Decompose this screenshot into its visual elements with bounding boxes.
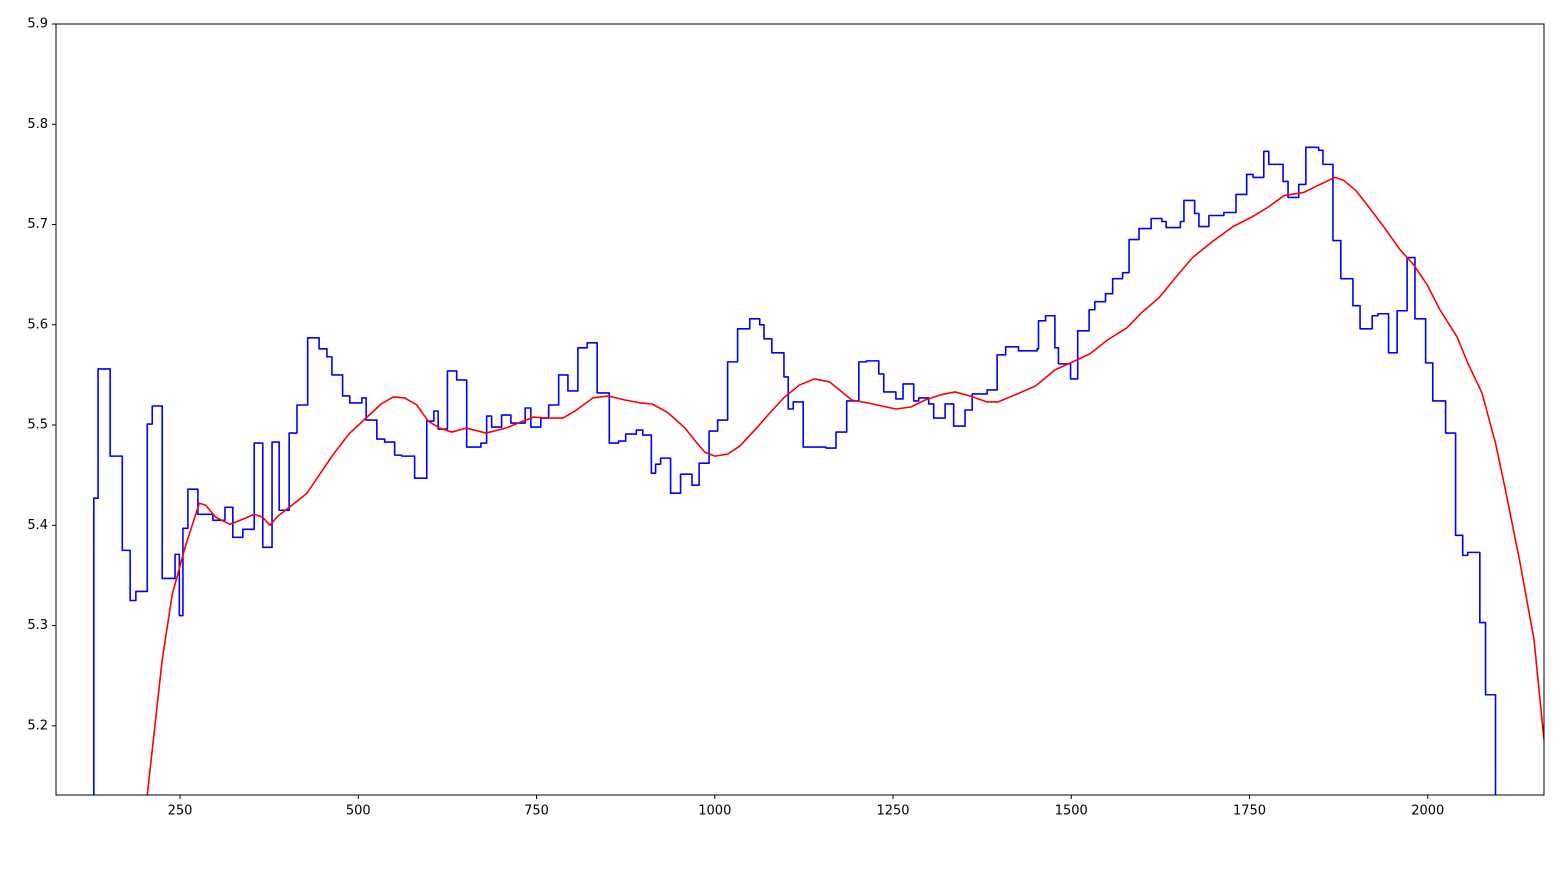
x-tick-label: 1250 xyxy=(876,804,909,819)
x-tick-label: 500 xyxy=(346,804,371,819)
y-tick-label: 5.9 xyxy=(27,17,48,32)
x-tick-label: 750 xyxy=(524,804,549,819)
x-tick-label: 250 xyxy=(168,804,193,819)
y-tick-label: 5.8 xyxy=(27,117,48,132)
axes-frame xyxy=(55,23,1545,796)
data-line xyxy=(92,146,1497,795)
y-tick-label: 5.7 xyxy=(27,217,48,232)
x-tick-label: 2000 xyxy=(1411,804,1444,819)
x-tick-label: 1750 xyxy=(1233,804,1266,819)
plot-area xyxy=(92,146,1544,795)
y-tick-label: 5.2 xyxy=(27,718,48,733)
x-tick-label: 1000 xyxy=(698,804,731,819)
data-line xyxy=(146,176,1544,795)
x-tick-label: 1500 xyxy=(1055,804,1088,819)
y-tick-label: 5.3 xyxy=(27,618,48,633)
y-tick-label: 5.4 xyxy=(27,518,48,533)
y-tick-label: 5.5 xyxy=(27,418,48,433)
y-tick-label: 5.6 xyxy=(27,317,48,332)
